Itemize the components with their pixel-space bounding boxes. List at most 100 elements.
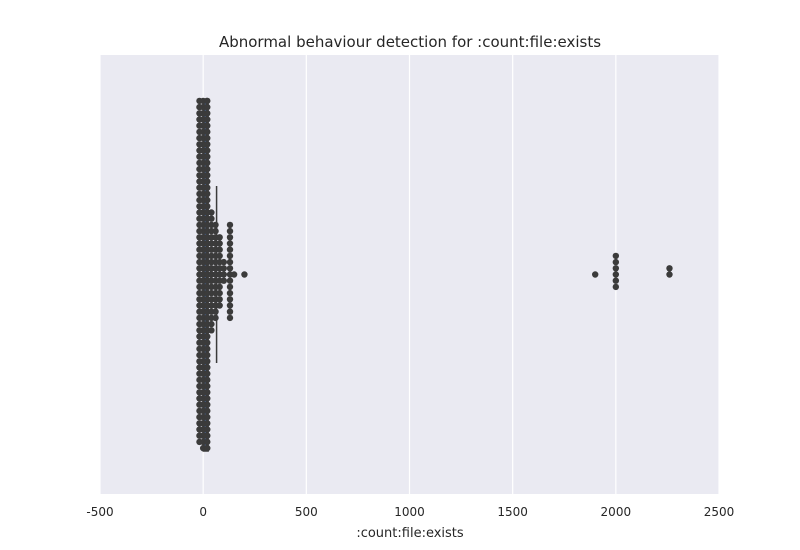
data-point: [196, 407, 203, 415]
data-point: [212, 221, 219, 229]
data-point: [204, 370, 211, 377]
data-point: [196, 184, 203, 191]
data-point: [196, 289, 203, 297]
data-point: [196, 364, 203, 371]
data-point: [204, 413, 211, 421]
data-point: [612, 252, 620, 260]
data-point: [196, 203, 203, 210]
data-point: [204, 420, 211, 427]
data-point: [204, 358, 211, 365]
data-point: [220, 265, 227, 272]
data-point: [204, 134, 211, 142]
data-point: [196, 382, 203, 390]
data-point: [216, 289, 223, 297]
data-point: [226, 265, 234, 272]
data-point: [612, 277, 620, 284]
data-point: [196, 395, 203, 402]
data-point: [196, 128, 203, 136]
data-point: [204, 401, 211, 408]
data-point: [666, 271, 673, 278]
data-point: [204, 190, 211, 198]
data-point: [612, 258, 620, 266]
data-point: [204, 203, 211, 210]
x-tick-label: -500: [86, 505, 113, 519]
data-point: [212, 227, 219, 235]
data-point: [196, 227, 203, 235]
data-point: [196, 215, 203, 222]
data-point: [196, 165, 203, 173]
data-point: [204, 110, 211, 117]
data-point: [226, 283, 234, 291]
data-point: [196, 172, 203, 179]
data-point: [196, 271, 203, 278]
data-point: [204, 432, 211, 439]
data-point: [220, 277, 227, 284]
data-point: [204, 345, 211, 353]
data-point: [196, 190, 203, 198]
data-point: [196, 358, 203, 365]
data-point: [204, 184, 211, 191]
data-point: [204, 364, 211, 371]
data-point: [204, 196, 211, 204]
data-point: [226, 234, 234, 241]
data-point: [226, 308, 234, 315]
x-tick-label: 1000: [394, 505, 425, 519]
data-point: [208, 320, 215, 328]
data-point: [196, 420, 203, 427]
data-point: [196, 147, 203, 154]
data-point: [196, 327, 203, 334]
data-point: [204, 141, 211, 148]
data-point: [204, 153, 211, 160]
data-point: [216, 246, 223, 253]
data-point: [204, 172, 211, 179]
data-point: [196, 178, 203, 185]
data-point: [208, 209, 215, 216]
data-point: [196, 159, 203, 167]
data-point: [204, 103, 211, 111]
data-point: [196, 314, 203, 322]
data-point: [196, 153, 203, 160]
x-tick-label: 2500: [704, 505, 735, 519]
data-point: [196, 302, 203, 309]
data-point: [204, 122, 211, 129]
data-point: [230, 271, 238, 278]
data-point: [196, 432, 203, 439]
data-point: [226, 258, 234, 266]
data-point: [196, 339, 203, 346]
x-tick-label: 2000: [601, 505, 632, 519]
data-point: [226, 227, 234, 235]
data-point: [204, 159, 211, 167]
data-point: [196, 351, 203, 359]
data-point: [216, 302, 223, 309]
data-point: [196, 277, 203, 284]
data-point: [612, 283, 620, 291]
data-point: [592, 271, 599, 278]
data-point: [226, 221, 234, 229]
data-point: [220, 271, 227, 278]
data-point: [196, 246, 203, 253]
data-point: [204, 339, 211, 346]
data-point: [204, 116, 211, 123]
x-tick-label: 0: [199, 505, 207, 519]
data-point: [216, 240, 223, 247]
data-point: [196, 370, 203, 377]
data-point: [204, 444, 211, 452]
data-point: [226, 302, 234, 309]
data-point: [204, 426, 211, 433]
data-point: [216, 252, 223, 260]
data-point: [196, 413, 203, 421]
data-point: [612, 265, 620, 272]
data-point: [196, 389, 203, 396]
data-point: [196, 122, 203, 129]
x-axis-label: :count:file:exists: [356, 526, 464, 541]
data-point: [212, 308, 219, 315]
data-point: [204, 178, 211, 185]
data-point: [204, 333, 211, 340]
data-point: [196, 110, 203, 117]
data-point: [204, 128, 211, 136]
data-point: [204, 389, 211, 396]
data-point: [204, 165, 211, 173]
data-point: [226, 277, 234, 284]
data-point: [196, 141, 203, 148]
x-tick-label: 500: [295, 505, 318, 519]
